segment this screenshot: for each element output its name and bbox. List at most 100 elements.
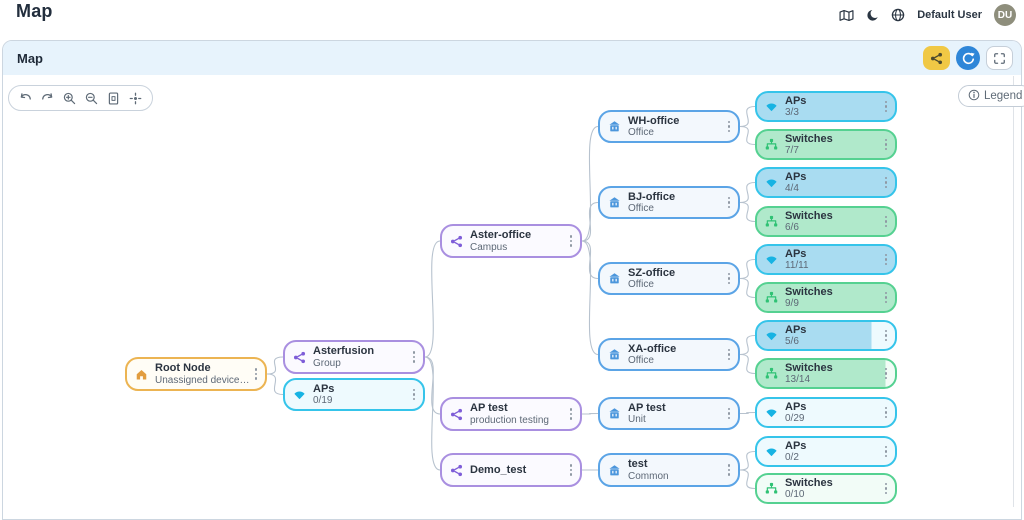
building-icon: [608, 464, 621, 477]
tree-node-asterfusion[interactable]: Asterfusion Group: [283, 340, 425, 374]
switch-icon: [765, 138, 778, 151]
node-subtitle: Unit: [628, 414, 646, 426]
node-menu-kebab-icon[interactable]: [882, 98, 891, 116]
tree-node-testcommon[interactable]: test Common: [598, 453, 740, 487]
topbar: Map Default User DU: [0, 0, 1024, 40]
tree-edge: [739, 105, 756, 128]
node-title: WH-office: [628, 114, 680, 127]
fit-page-icon[interactable]: [107, 91, 120, 105]
tree-node-asteroffice[interactable]: Aster-office Campus: [440, 224, 582, 258]
center-focus-icon[interactable]: [129, 92, 142, 105]
switch-icon: [765, 291, 778, 304]
tree-node-aps1111[interactable]: APs 11/11: [755, 244, 897, 275]
node-menu-kebab-icon[interactable]: [882, 404, 891, 422]
page-title: Map: [16, 1, 53, 21]
node-menu-kebab-icon[interactable]: [725, 118, 734, 136]
globe-icon[interactable]: [891, 8, 905, 22]
tree-node-aptest1[interactable]: AP test production testing: [440, 397, 582, 431]
node-subtitle: 11/11: [785, 260, 809, 272]
node-menu-kebab-icon[interactable]: [567, 405, 576, 423]
tree-node-sw66[interactable]: Switches 6/6: [755, 206, 897, 237]
node-title: Switches: [785, 361, 833, 374]
tree-node-sw1314[interactable]: Switches 13/14: [755, 358, 897, 389]
node-subtitle: Common: [628, 470, 669, 482]
node-menu-kebab-icon[interactable]: [567, 461, 576, 479]
tree-node-aps019[interactable]: APs 0/19: [283, 378, 425, 411]
node-title: Switches: [785, 476, 833, 489]
avatar[interactable]: DU: [994, 4, 1016, 26]
share-nodes-icon: [450, 408, 463, 421]
refresh-button[interactable]: [956, 46, 980, 70]
node-menu-kebab-icon[interactable]: [882, 289, 891, 307]
node-menu-kebab-icon[interactable]: [725, 194, 734, 212]
node-subtitle: 6/6: [785, 222, 799, 234]
node-title: Aster-office: [470, 229, 532, 242]
tree-node-aps56[interactable]: APs 5/6: [755, 320, 897, 351]
node-title: Asterfusion: [313, 345, 375, 358]
node-menu-kebab-icon[interactable]: [410, 348, 419, 366]
node-menu-kebab-icon[interactable]: [882, 480, 891, 498]
node-menu-kebab-icon[interactable]: [567, 232, 576, 250]
tree-node-aps02[interactable]: APs 0/2: [755, 436, 897, 467]
tree-node-aps029[interactable]: APs 0/29: [755, 397, 897, 428]
node-menu-kebab-icon[interactable]: [725, 405, 734, 423]
node-title: test: [628, 458, 648, 471]
tree-node-sw99[interactable]: Switches 9/9: [755, 282, 897, 313]
refresh-icon: [962, 52, 975, 65]
building-icon: [608, 407, 621, 420]
node-subtitle: Office: [628, 279, 654, 291]
building-icon: [608, 272, 621, 285]
tree-edge: [266, 356, 284, 375]
node-menu-kebab-icon[interactable]: [882, 327, 891, 345]
tree-node-sw77[interactable]: Switches 7/7: [755, 129, 897, 160]
zoom-in-icon[interactable]: [63, 92, 76, 105]
canvas-toolbar: [8, 85, 153, 111]
node-subtitle: Office: [628, 203, 654, 215]
node-menu-kebab-icon[interactable]: [882, 174, 891, 192]
node-menu-kebab-icon[interactable]: [882, 251, 891, 269]
node-menu-kebab-icon[interactable]: [410, 386, 419, 404]
node-menu-kebab-icon[interactable]: [882, 136, 891, 154]
moon-icon[interactable]: [866, 9, 879, 22]
node-menu-kebab-icon[interactable]: [252, 365, 261, 383]
legend-button[interactable]: Legend: [958, 85, 1024, 107]
tree-node-aps33[interactable]: APs 3/3: [755, 91, 897, 122]
redo-icon[interactable]: [41, 92, 54, 105]
wifi-icon: [765, 176, 778, 189]
node-subtitle: Office: [628, 355, 654, 367]
tree-edge: [739, 450, 756, 471]
tree-node-xa[interactable]: XA-office Office: [598, 338, 740, 371]
tree-edge: [581, 125, 599, 242]
node-menu-kebab-icon[interactable]: [725, 461, 734, 479]
node-title: APs: [785, 247, 807, 260]
wifi-icon: [765, 253, 778, 266]
node-menu-kebab-icon[interactable]: [882, 443, 891, 461]
tree-edge: [424, 240, 441, 358]
undo-icon[interactable]: [19, 92, 32, 105]
node-menu-kebab-icon[interactable]: [882, 365, 891, 383]
fullscreen-button[interactable]: [986, 46, 1013, 70]
node-menu-kebab-icon[interactable]: [882, 213, 891, 231]
switch-icon: [765, 367, 778, 380]
node-title: APs: [313, 382, 335, 395]
tree-node-aps44[interactable]: APs 4/4: [755, 167, 897, 198]
tree-edge: [424, 356, 441, 415]
zoom-out-icon[interactable]: [85, 92, 98, 105]
map-icon[interactable]: [839, 9, 854, 22]
node-subtitle: 4/4: [785, 183, 799, 195]
tree-edge: [739, 258, 756, 280]
tree-node-aptest2[interactable]: AP test Unit: [598, 397, 740, 430]
tree-node-demotest[interactable]: Demo_test: [440, 453, 582, 487]
node-subtitle: 0/19: [313, 395, 333, 407]
wifi-icon: [765, 100, 778, 113]
tree-node-sw010[interactable]: Switches 0/10: [755, 473, 897, 504]
node-menu-kebab-icon[interactable]: [725, 346, 734, 364]
node-menu-kebab-icon[interactable]: [725, 270, 734, 288]
panel-scrollbar[interactable]: [1013, 76, 1014, 507]
share-button[interactable]: [923, 46, 950, 70]
tree-node-bj[interactable]: BJ-office Office: [598, 186, 740, 219]
node-subtitle: production testing: [470, 414, 549, 426]
tree-node-wh[interactable]: WH-office Office: [598, 110, 740, 143]
tree-node-sz[interactable]: SZ-office Office: [598, 262, 740, 295]
